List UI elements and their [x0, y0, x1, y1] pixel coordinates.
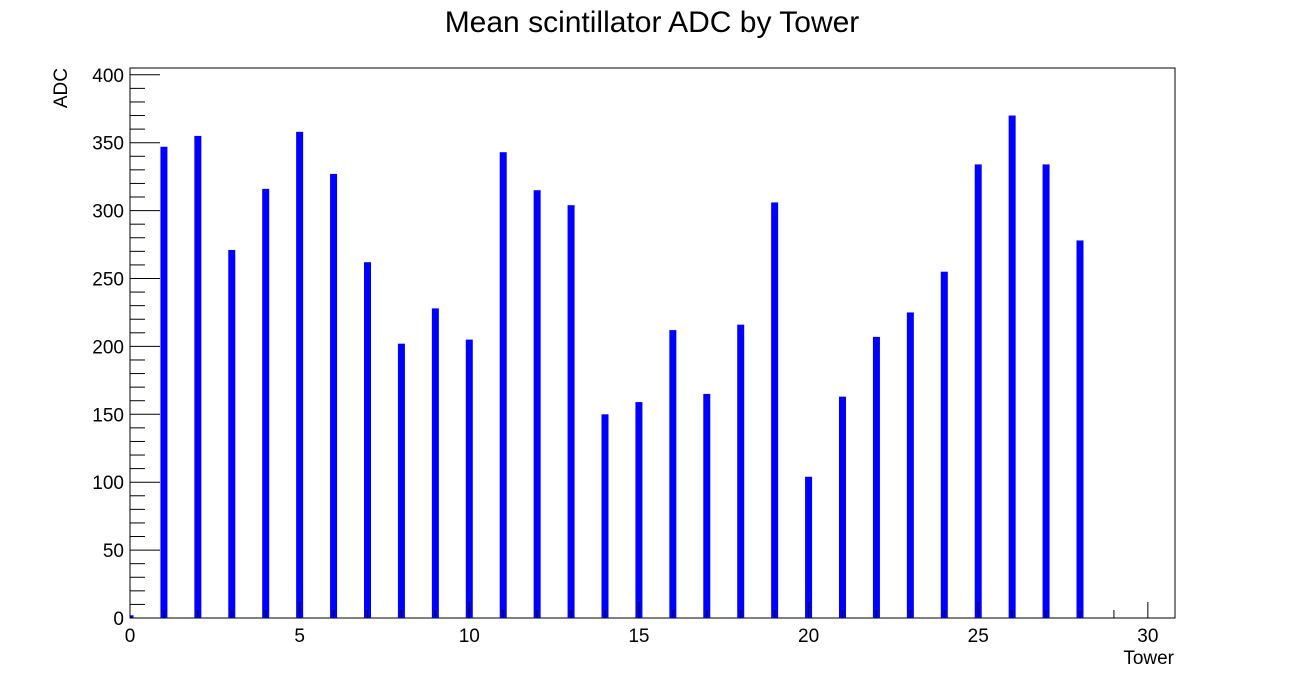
- bar-tower-7: [364, 262, 371, 618]
- x-tick-label: 10: [459, 626, 480, 647]
- bar-tower-3: [228, 249, 236, 618]
- plot-frame: [129, 67, 1176, 619]
- bar-tower-11: [499, 152, 507, 619]
- bar-tower-26: [1008, 115, 1016, 619]
- bar-tower-15: [635, 402, 643, 618]
- bar-tower-19: [771, 202, 779, 618]
- bar-tower-18: [737, 324, 745, 618]
- x-tick-label: 5: [294, 626, 305, 647]
- bar-tower-22: [872, 336, 880, 618]
- y-tick-label: 300: [92, 202, 124, 223]
- y-tick-label: 350: [92, 134, 124, 155]
- x-tick-label: 0: [125, 626, 136, 647]
- chart-title: Mean scintillator ADC by Tower: [445, 6, 860, 39]
- x-tick-label: 25: [968, 626, 989, 647]
- bar-tower-23: [906, 312, 914, 618]
- bar-tower-28: [1076, 240, 1084, 619]
- bar-tower-9: [431, 308, 439, 618]
- x-axis-label: Tower: [1123, 648, 1174, 669]
- bar-tower-4: [262, 188, 270, 618]
- bar-tower-13: [567, 205, 575, 618]
- bar-tower-14: [601, 414, 609, 618]
- y-tick-label: 150: [92, 405, 124, 426]
- y-tick-label: 0: [113, 609, 124, 630]
- bar-tower-10: [465, 339, 473, 618]
- y-tick-label: 50: [103, 541, 124, 562]
- bar-tower-21: [839, 396, 846, 618]
- y-tick-label: 400: [92, 66, 124, 87]
- x-tick-label: 15: [628, 626, 649, 647]
- bar-tower-17: [703, 393, 711, 618]
- y-axis-label: ADC: [51, 68, 72, 108]
- bar-tower-1: [160, 146, 168, 618]
- x-tick-label: 20: [798, 626, 819, 647]
- y-tick-label: 100: [92, 473, 124, 494]
- bar-tower-20: [805, 476, 813, 618]
- bar-tower-6: [330, 173, 338, 619]
- bar-tower-8: [397, 343, 405, 618]
- bar-tower-24: [940, 271, 948, 618]
- bar-tower-25: [974, 164, 982, 619]
- bar-tower-5: [296, 131, 304, 619]
- y-tick-label: 250: [92, 269, 124, 290]
- bar-tower-27: [1042, 164, 1050, 619]
- x-tick-label: 30: [1137, 626, 1158, 647]
- bars: [130, 115, 1084, 619]
- bar-tower-2: [194, 135, 202, 618]
- bar-tower-16: [669, 330, 677, 618]
- bar-tower-0: [130, 615, 134, 618]
- bar-tower-12: [533, 190, 541, 618]
- y-tick-label: 200: [92, 337, 124, 358]
